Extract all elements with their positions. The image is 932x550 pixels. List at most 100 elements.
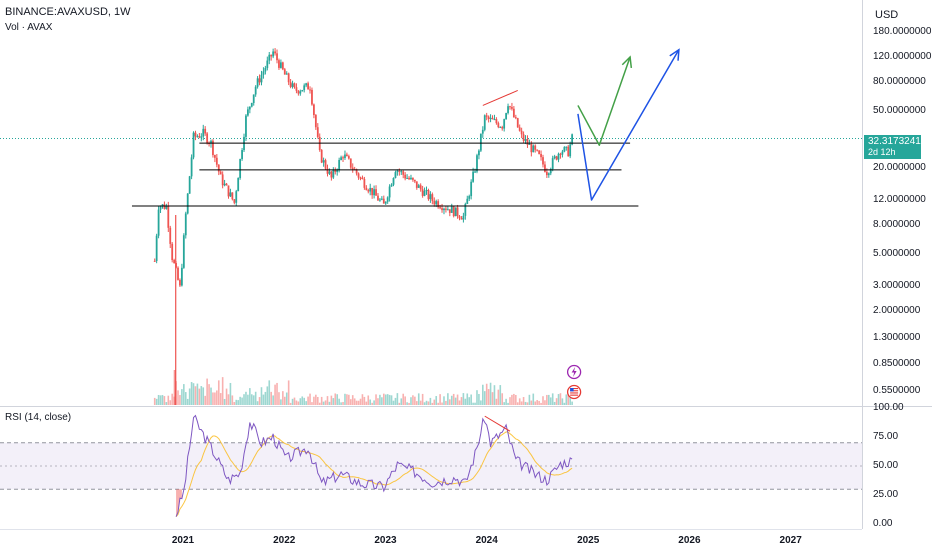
volume-bar	[390, 395, 393, 405]
candle-body	[404, 174, 407, 179]
candle-body	[503, 119, 506, 129]
volume-bar	[322, 401, 325, 405]
candle-body	[227, 185, 230, 197]
volume-bar	[381, 397, 383, 405]
volume-bar	[254, 391, 257, 405]
volume-bar	[565, 394, 568, 405]
candle-body	[322, 160, 325, 163]
candle-body	[169, 227, 172, 244]
candle-body	[479, 133, 482, 151]
rsi-chart-svg[interactable]	[0, 407, 862, 529]
pane-separator[interactable]	[0, 406, 932, 407]
candle-body	[221, 174, 224, 186]
volume-bar	[468, 397, 471, 405]
candle-body	[316, 127, 319, 137]
volume-bar	[183, 384, 185, 405]
symbol-title[interactable]: BINANCE:AVAXUSD, 1W	[5, 6, 131, 18]
candle-body	[567, 146, 570, 157]
candle-body	[431, 194, 434, 201]
candle-body	[204, 128, 207, 134]
candle-body	[291, 83, 294, 87]
candle-body	[398, 170, 401, 172]
candle-body	[412, 177, 414, 180]
candle-body	[180, 267, 183, 286]
volume-bar	[221, 377, 224, 405]
time-axis-label: 2024	[475, 535, 498, 546]
candle-body	[361, 177, 364, 180]
currency-label[interactable]: USD	[875, 9, 899, 21]
candle-body	[198, 136, 201, 138]
volume-bar	[460, 397, 463, 405]
volume-bar	[328, 401, 331, 405]
volume-bar	[524, 401, 527, 405]
time-axis-label: 2021	[171, 535, 195, 546]
time-axis-label: 2023	[374, 535, 397, 546]
candle-body	[206, 133, 209, 144]
volume-bar	[276, 382, 278, 405]
volume-bar	[274, 384, 276, 405]
volume-bar	[299, 398, 302, 405]
candle-body	[481, 129, 484, 134]
volume-bar	[159, 395, 162, 405]
volume-indicator-title[interactable]: Vol · AVAX	[5, 22, 53, 33]
candle-body	[382, 198, 385, 204]
candle-body	[410, 177, 412, 180]
volume-bar	[295, 400, 298, 405]
volume-bar	[421, 393, 424, 405]
price-axis-label: 5.0000000	[873, 248, 921, 260]
candle-body	[215, 157, 218, 165]
volume-bar	[509, 397, 511, 405]
volume-bar	[513, 393, 515, 405]
volume-bar	[559, 393, 562, 405]
volume-bar	[155, 398, 158, 405]
volume-bar	[348, 394, 350, 405]
candle-body	[359, 177, 362, 179]
volume-bar	[423, 402, 426, 405]
rsi-pane[interactable]	[0, 407, 862, 529]
candle-body	[278, 60, 280, 68]
volume-bar	[361, 394, 364, 405]
candle-body	[233, 199, 236, 203]
candle-body	[421, 189, 424, 196]
candle-body	[344, 154, 346, 158]
candle-body	[196, 136, 199, 138]
volume-bar	[487, 389, 490, 405]
volume-bar	[318, 402, 321, 405]
candle-body	[388, 186, 391, 198]
candle-body	[445, 208, 447, 210]
volume-bar	[441, 402, 443, 405]
volume-bar	[266, 386, 269, 405]
candle-body	[303, 85, 306, 91]
volume-bar	[458, 400, 461, 405]
volume-bar	[515, 394, 517, 405]
volume-bar	[198, 388, 201, 405]
candle-body	[173, 259, 176, 264]
last-price-badge: 32.3173241 2d 12h	[864, 135, 921, 159]
rsi-indicator-title[interactable]: RSI (14, close)	[5, 412, 72, 423]
volume-bar	[210, 387, 212, 405]
volume-bar	[340, 402, 342, 405]
us-flag-icon	[566, 384, 582, 400]
price-axis-label: 0.5500000	[873, 385, 921, 397]
price-chart-svg[interactable]	[0, 0, 862, 406]
volume-bar	[338, 398, 340, 405]
candle-body	[375, 189, 377, 196]
volume-bar	[371, 402, 373, 405]
candle-body	[184, 213, 187, 236]
volume-bar	[497, 389, 500, 405]
price-axis[interactable]	[862, 0, 932, 529]
candle-body	[347, 156, 350, 159]
volume-bar	[394, 397, 397, 405]
candle-body	[446, 209, 449, 211]
candle-body	[439, 207, 441, 209]
candle-body	[332, 169, 335, 178]
candle-body	[239, 159, 242, 179]
price-pane[interactable]	[0, 0, 862, 406]
volume-bar	[293, 397, 296, 405]
candle-body	[163, 204, 166, 209]
lightning-icon	[566, 364, 582, 380]
time-axis[interactable]	[0, 529, 862, 550]
volume-bar	[419, 400, 422, 405]
rsi-axis-label: 25.00	[873, 489, 899, 500]
